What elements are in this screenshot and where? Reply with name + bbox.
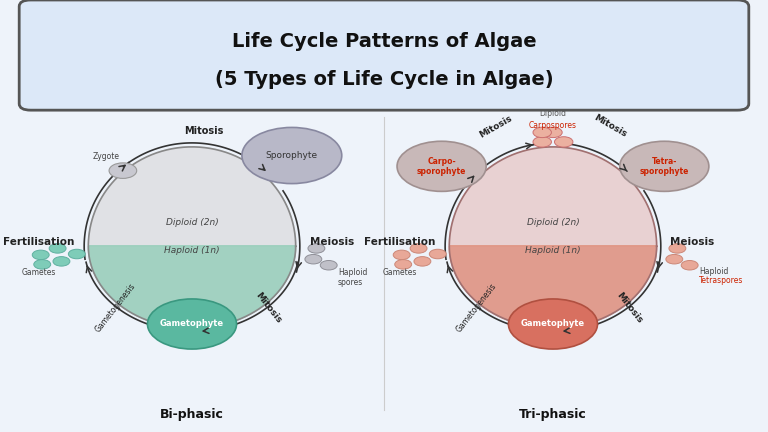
Circle shape xyxy=(414,257,431,266)
Text: Haploid: Haploid xyxy=(699,267,728,276)
Circle shape xyxy=(397,141,486,191)
Circle shape xyxy=(410,244,427,253)
Text: Mitosis: Mitosis xyxy=(615,291,644,325)
Circle shape xyxy=(53,257,70,266)
Circle shape xyxy=(34,260,51,269)
Circle shape xyxy=(429,249,446,259)
Circle shape xyxy=(393,250,410,260)
Circle shape xyxy=(533,137,551,147)
Circle shape xyxy=(32,250,49,260)
FancyBboxPatch shape xyxy=(19,0,749,110)
Text: Gametes: Gametes xyxy=(382,268,416,277)
Circle shape xyxy=(669,244,686,253)
Text: Tetra-
sporophyte: Tetra- sporophyte xyxy=(640,157,689,176)
Circle shape xyxy=(533,127,551,138)
Circle shape xyxy=(620,141,709,191)
Text: Life Cycle Patterns of Algae: Life Cycle Patterns of Algae xyxy=(232,32,536,51)
Circle shape xyxy=(544,127,562,138)
Text: Gametogenesis: Gametogenesis xyxy=(93,282,137,334)
Polygon shape xyxy=(88,147,296,246)
Polygon shape xyxy=(449,147,657,246)
Circle shape xyxy=(305,254,322,264)
Text: Fertilisation: Fertilisation xyxy=(364,237,435,247)
Circle shape xyxy=(242,127,342,184)
Text: Meiosis: Meiosis xyxy=(670,237,715,247)
Text: Tetraspores: Tetraspores xyxy=(699,276,743,285)
Circle shape xyxy=(68,249,85,259)
Polygon shape xyxy=(449,246,657,328)
Text: Tri-phasic: Tri-phasic xyxy=(519,408,587,421)
Text: Meiosis: Meiosis xyxy=(310,237,354,247)
Text: Zygote: Zygote xyxy=(92,152,120,161)
Circle shape xyxy=(681,260,698,270)
Text: Diploid (2n): Diploid (2n) xyxy=(166,218,218,227)
Text: Gametophyte: Gametophyte xyxy=(521,320,585,328)
Text: Mitosis: Mitosis xyxy=(254,291,283,325)
Circle shape xyxy=(666,254,683,264)
Circle shape xyxy=(49,244,66,253)
Text: Gametophyte: Gametophyte xyxy=(160,320,224,328)
Circle shape xyxy=(395,260,412,269)
Text: Fertilisation: Fertilisation xyxy=(3,237,74,247)
Text: Mitosis: Mitosis xyxy=(592,114,629,140)
Text: Haploid
spores: Haploid spores xyxy=(338,268,367,287)
Text: Bi-phasic: Bi-phasic xyxy=(160,408,224,421)
Circle shape xyxy=(109,163,137,178)
Text: Carpo-
sporophyte: Carpo- sporophyte xyxy=(417,157,466,176)
Circle shape xyxy=(308,244,325,253)
Polygon shape xyxy=(88,246,296,328)
Text: Gametes: Gametes xyxy=(22,268,55,277)
Text: Carpospores: Carpospores xyxy=(529,121,577,130)
Text: Gametogenesis: Gametogenesis xyxy=(454,282,498,334)
Circle shape xyxy=(508,299,598,349)
Circle shape xyxy=(320,260,337,270)
Text: Sporophyte: Sporophyte xyxy=(266,151,318,160)
Text: Haploid (1n): Haploid (1n) xyxy=(164,246,220,255)
Text: Diploid (2n): Diploid (2n) xyxy=(527,218,579,227)
Circle shape xyxy=(554,137,573,147)
Text: Mitosis: Mitosis xyxy=(184,127,223,137)
Text: Diploid: Diploid xyxy=(539,109,567,118)
Text: Haploid (1n): Haploid (1n) xyxy=(525,246,581,255)
Text: (5 Types of Life Cycle in Algae): (5 Types of Life Cycle in Algae) xyxy=(215,70,553,89)
Circle shape xyxy=(147,299,237,349)
Text: Mitosis: Mitosis xyxy=(477,114,514,140)
